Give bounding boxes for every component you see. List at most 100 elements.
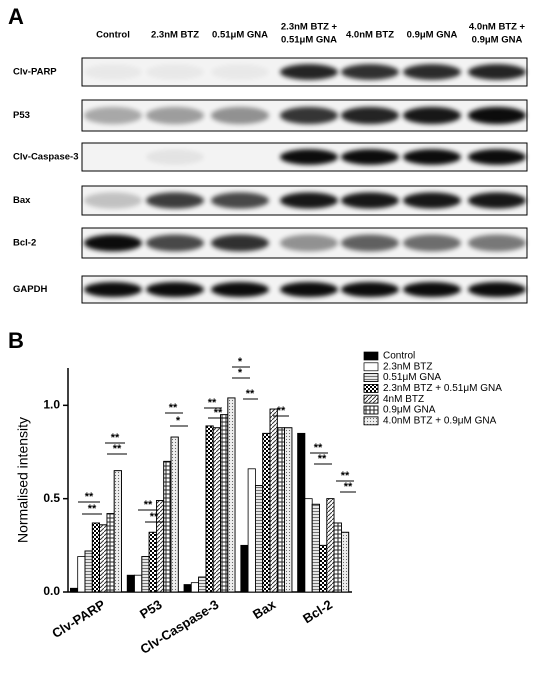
significance: ** [88, 503, 97, 515]
bar-pattern [99, 524, 108, 593]
blot-band [146, 192, 204, 209]
significance: * [238, 356, 243, 368]
blot-band [280, 192, 338, 209]
bar-pattern [198, 576, 207, 593]
legend-pattern [363, 373, 379, 382]
significance: ** [111, 432, 120, 444]
lane-header: 2.3nM BTZ + [281, 22, 338, 33]
blot-band [146, 64, 204, 80]
bar [134, 574, 143, 593]
significance: ** [113, 443, 122, 455]
bar-pattern [326, 498, 335, 593]
y-tick-label: 0.5 [43, 491, 60, 505]
lane-header: 2.3nM BTZ [151, 30, 199, 41]
legend-pattern [363, 384, 379, 393]
blot-band [84, 64, 142, 80]
bar-pattern [91, 522, 101, 593]
bar [190, 582, 200, 593]
bar [247, 468, 256, 593]
bar-pattern [163, 460, 172, 593]
legend-swatch [363, 351, 379, 361]
lane-header: 4.0nM BTZ + [469, 22, 526, 33]
legend-pattern [363, 405, 379, 415]
significance: ** [318, 453, 327, 465]
significance: ** [277, 405, 286, 417]
blot-band [341, 64, 399, 80]
bar-pattern [106, 513, 115, 593]
bar [304, 498, 313, 593]
bar-pattern [227, 397, 236, 593]
legend-label: Control [383, 351, 415, 362]
blot-band [403, 281, 461, 298]
row-label: Clv-Caspase-3 [13, 152, 78, 163]
bar-pattern [333, 522, 342, 593]
bar [77, 556, 86, 593]
y-tick-label: 0.0 [43, 584, 60, 598]
bar [240, 544, 249, 593]
bar [126, 574, 135, 593]
bar-pattern [254, 485, 264, 593]
legend-pattern [363, 394, 379, 404]
bar-pattern [141, 556, 150, 593]
row-label: P53 [13, 110, 30, 121]
blot-band [403, 106, 461, 125]
x-tick-label: Bax [250, 596, 279, 622]
blot-band [84, 192, 142, 209]
blot-band [403, 192, 461, 209]
blot-band [468, 192, 526, 209]
blot-band [211, 192, 269, 209]
bar-pattern [205, 425, 214, 593]
blot-band [403, 149, 461, 165]
significance: ** [246, 388, 255, 400]
row-label: Bcl-2 [13, 238, 36, 249]
blot-band [468, 149, 526, 165]
significance: ** [214, 407, 223, 419]
legend-pattern [363, 416, 379, 426]
bar [70, 587, 79, 593]
significance: ** [208, 397, 217, 409]
legend-label: 0.9μM GNA [383, 405, 436, 416]
significance: ** [169, 402, 178, 414]
bar-pattern [311, 503, 320, 593]
blot-band [211, 64, 269, 80]
blot-band [341, 234, 399, 252]
bar [297, 432, 306, 593]
blot-band [146, 149, 204, 165]
blot-band [84, 234, 142, 252]
bar-pattern [262, 432, 271, 593]
legend-label: 4.0nM BTZ + 0.9μM GNA [383, 415, 497, 426]
lane-header: 0.9μM GNA [407, 30, 458, 41]
bar-pattern [212, 427, 221, 593]
bar-pattern [84, 550, 93, 593]
bar-pattern [148, 531, 157, 593]
blot-band [280, 64, 338, 80]
blot-band [211, 106, 269, 125]
blot-band [211, 281, 269, 298]
lane-header: 4.0nM BTZ [346, 30, 394, 41]
lane-header: Control [96, 30, 130, 41]
bar [183, 584, 192, 593]
bar-pattern [113, 470, 122, 593]
bar-pattern [170, 436, 179, 593]
bar-pattern [340, 531, 350, 593]
blot-band [146, 234, 204, 252]
x-tick-label: Clv-PARP [49, 597, 108, 642]
blot-band [468, 64, 526, 80]
blot-band [280, 106, 338, 125]
blot-band [403, 234, 461, 252]
blot-band [341, 192, 399, 209]
legend-label: 4nM BTZ [383, 394, 424, 405]
lane-header: 0.51μM GNA [281, 35, 337, 46]
blot-band [84, 281, 142, 298]
lane-header: 0.51μM GNA [212, 30, 268, 41]
significance: ** [150, 511, 159, 523]
legend-label: 2.3nM BTZ + 0.51μM GNA [383, 383, 502, 394]
blot-band [468, 281, 526, 298]
blot-band [146, 106, 204, 125]
y-axis-label: Normalised intensity [15, 417, 31, 543]
blot-band [280, 281, 338, 298]
significance: ** [344, 481, 353, 493]
blot-band [341, 149, 399, 165]
bar-pattern [276, 427, 285, 593]
